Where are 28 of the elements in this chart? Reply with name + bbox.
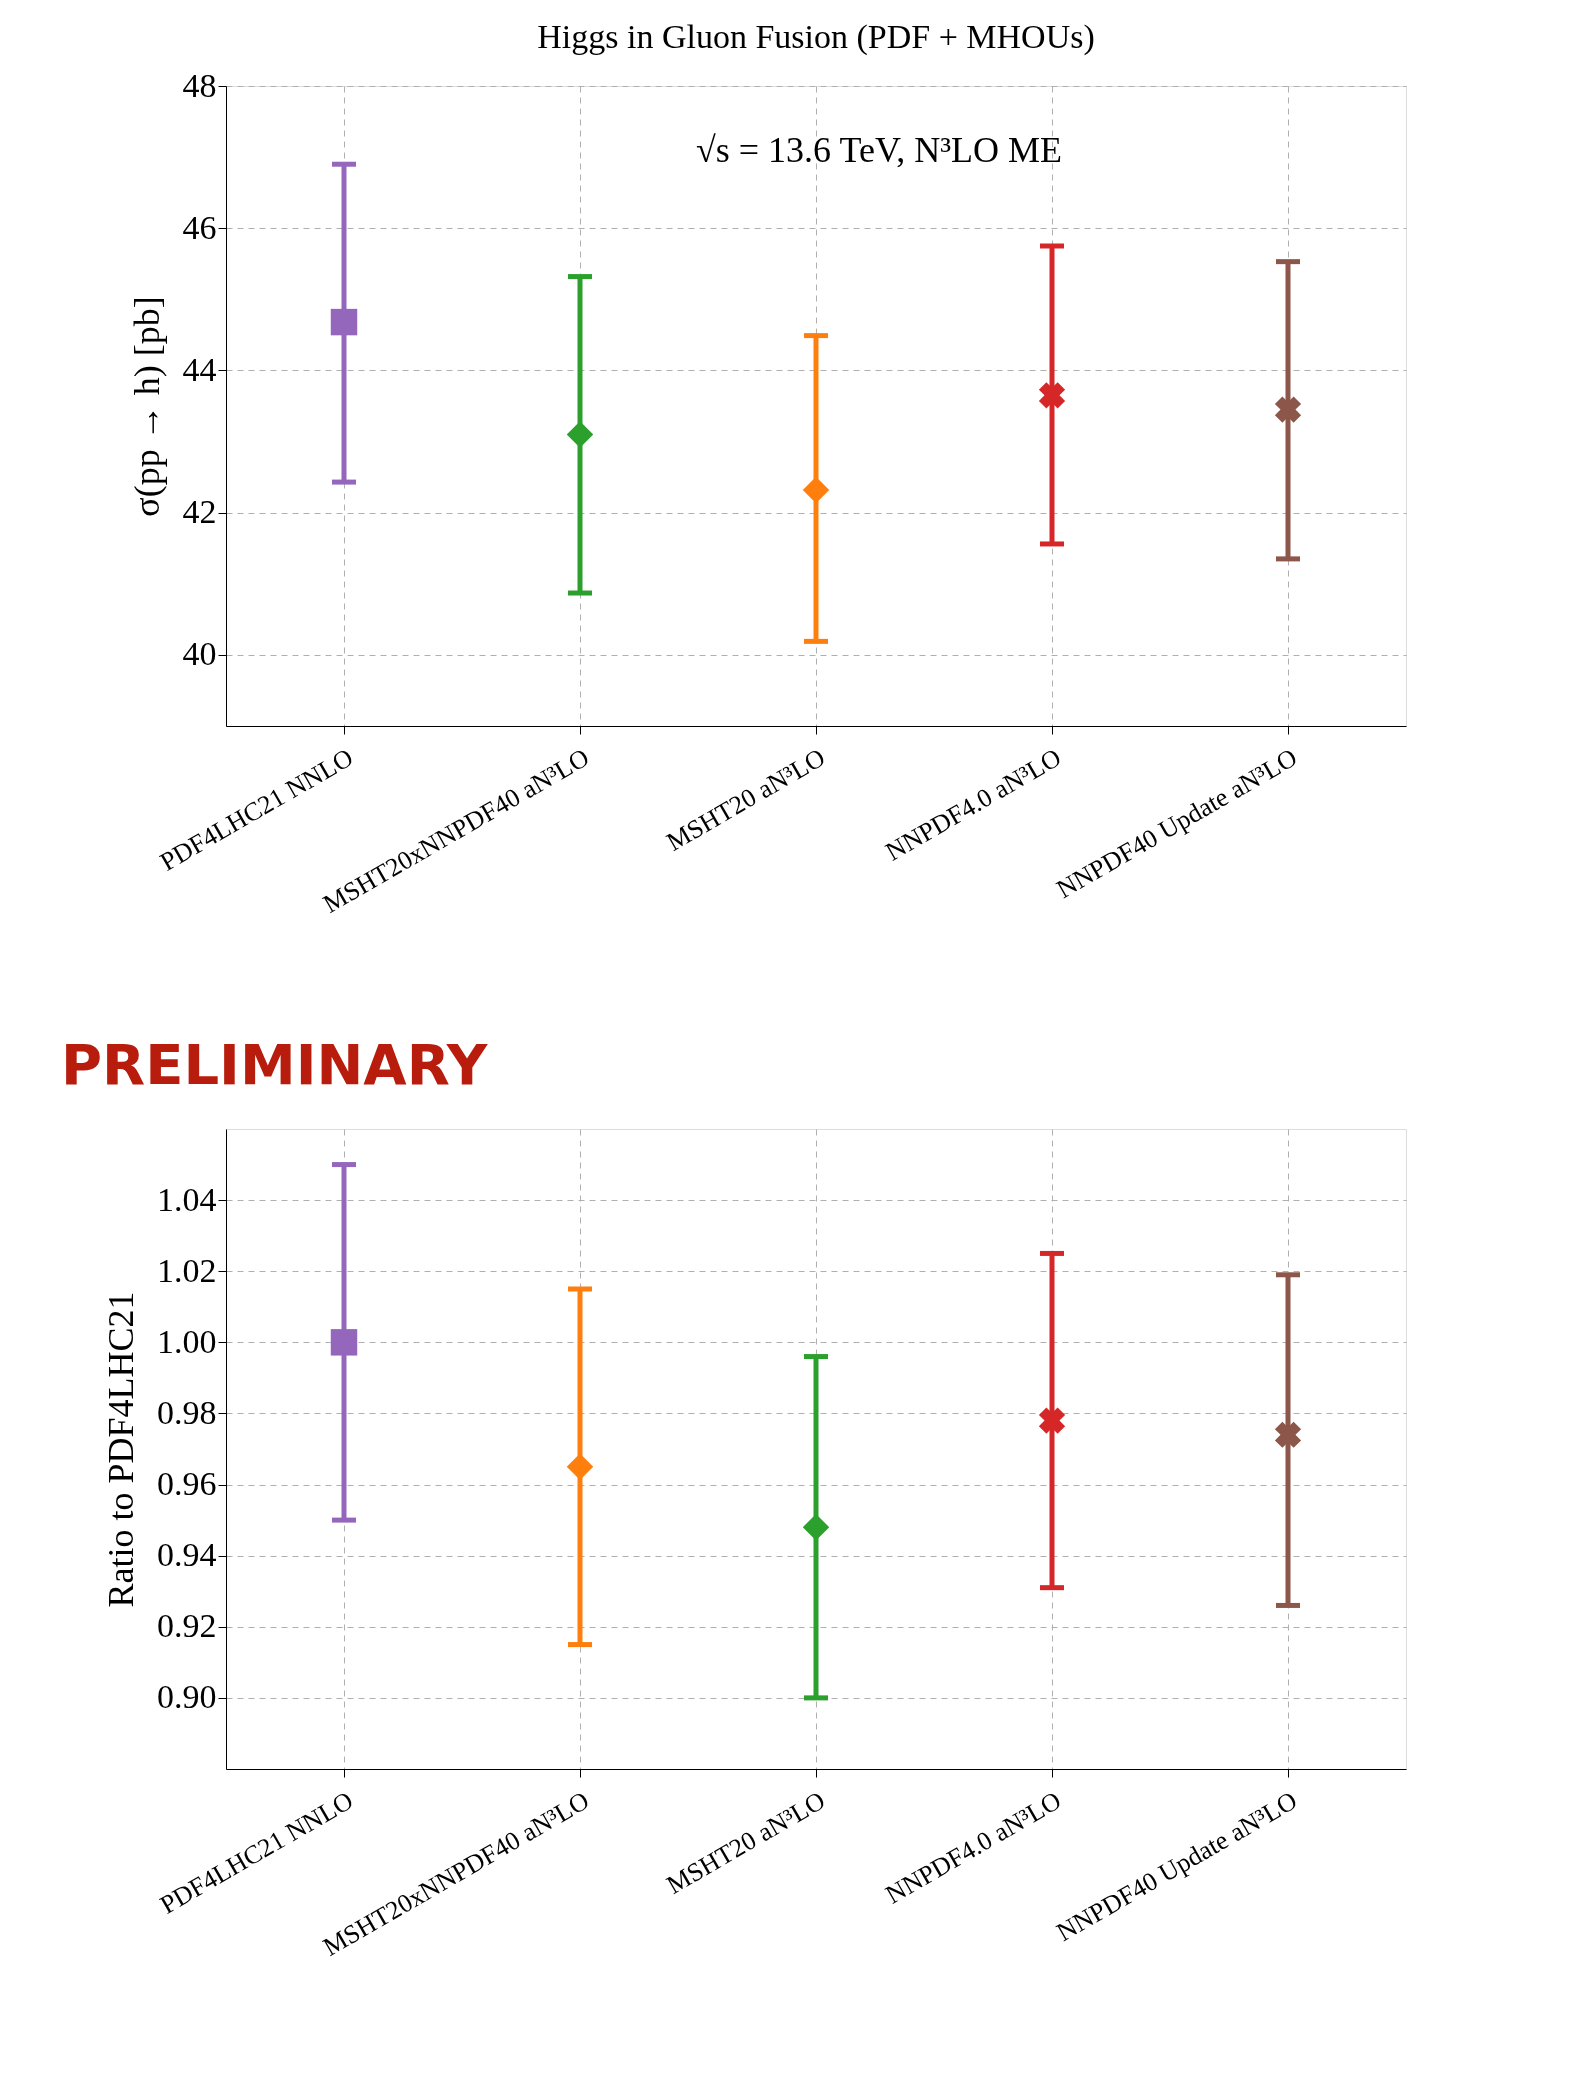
y-tick-label: 42 <box>182 493 217 531</box>
text: PRELIMINARY <box>61 1032 489 1097</box>
y-tick-label: 1.00 <box>157 1322 217 1360</box>
point <box>566 421 594 448</box>
point <box>566 1453 594 1481</box>
point <box>1274 1421 1302 1448</box>
chart-title: Higgs in Gluon Fusion (PDF + MHOUs) <box>537 18 1095 56</box>
point <box>1274 396 1302 423</box>
y-tick-label: 1.02 <box>157 1251 217 1289</box>
y-tick-label: 46 <box>182 208 217 246</box>
y-tick-label: 0.92 <box>157 1607 217 1645</box>
y-axis-title: σ(pp → h) [pb] <box>126 296 167 517</box>
y-tick-label: 0.90 <box>157 1678 217 1716</box>
y-tick-label: 40 <box>182 635 217 673</box>
point <box>330 1329 358 1356</box>
point <box>1038 1407 1066 1434</box>
point <box>802 476 830 504</box>
y-tick-label: 1.04 <box>157 1180 217 1218</box>
y-tick-label: 0.94 <box>157 1536 217 1574</box>
y-tick-label: 44 <box>182 350 217 388</box>
y-tick-label: 0.96 <box>157 1465 217 1503</box>
y-tick-label: 0.98 <box>157 1393 217 1431</box>
point <box>802 1513 830 1541</box>
point <box>330 308 358 336</box>
y-axis-title: Ratio to PDF4LHC21 <box>101 1291 141 1608</box>
annotation: √s = 13.6 TeV, N³LO ME <box>696 130 1063 170</box>
point <box>1038 382 1066 409</box>
y-tick-label: 48 <box>182 66 217 104</box>
